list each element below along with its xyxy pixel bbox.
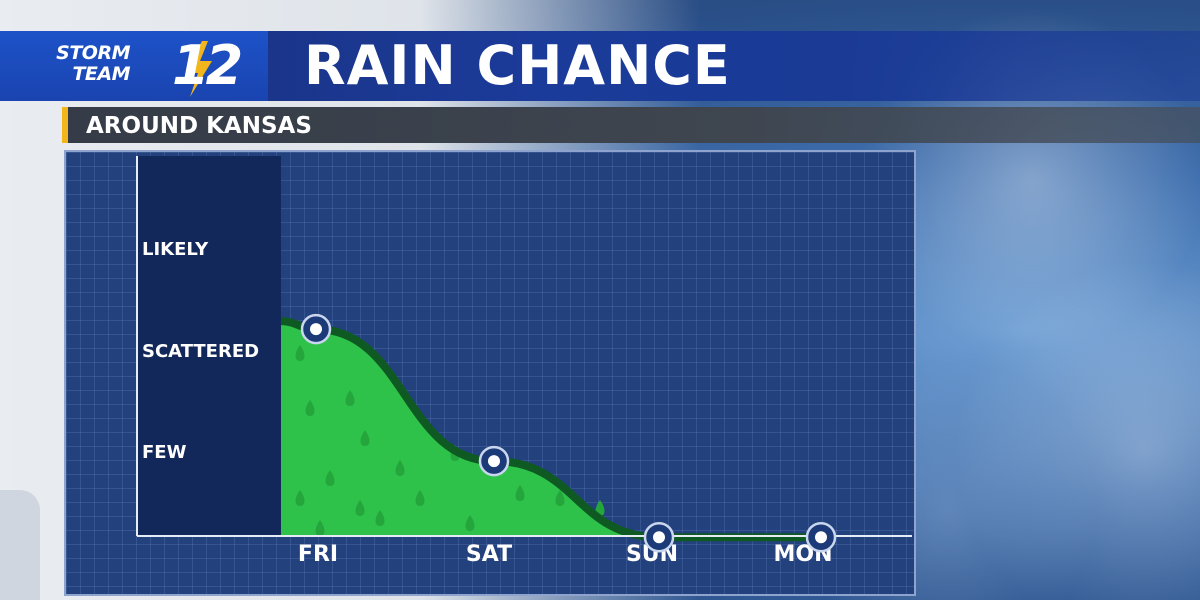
rain-chance-area [281, 321, 821, 538]
raindrop-icon [360, 430, 370, 446]
raindrop-icon [345, 390, 355, 406]
logo-text-team: TEAM [72, 63, 130, 85]
y-tick-few: FEW [142, 442, 187, 463]
logo-number: 12 [172, 34, 243, 97]
raindrop-icon [295, 490, 305, 506]
raindrop-icon [325, 470, 335, 486]
raindrop-icon [395, 460, 405, 476]
logo-text-storm: STORM [56, 42, 130, 64]
subtitle-accent [62, 107, 68, 143]
raindrop-icon [555, 490, 565, 506]
data-point-mon [805, 521, 837, 553]
x-tick-sat: SAT [465, 542, 513, 567]
raindrop-icon [355, 500, 365, 516]
raindrop-icon [465, 515, 475, 531]
subtitle: AROUND KANSAS [86, 113, 312, 139]
data-point-sun [643, 521, 675, 553]
lightning-bolt-icon [186, 41, 212, 97]
y-tick-likely: LIKELY [142, 239, 209, 260]
station-logo: STORM TEAM 12 [0, 31, 268, 101]
raindrop-icon [515, 485, 525, 501]
logo-text: STORM TEAM [20, 43, 130, 85]
y-axis-panel [138, 156, 281, 536]
raindrop-icon [305, 400, 315, 416]
y-tick-scattered: SCATTERED [142, 341, 260, 362]
raindrop-icon [295, 345, 305, 361]
raindrop-icon [415, 490, 425, 506]
raindrop-icon [375, 510, 385, 526]
background-shape [0, 490, 40, 600]
data-point-sat [478, 445, 510, 477]
raindrop-icon [595, 500, 605, 516]
x-tick-fri: FRI [297, 542, 339, 567]
subtitle-bar [62, 107, 1200, 143]
raindrop-icon [315, 520, 325, 536]
data-point-fri [300, 313, 332, 345]
page-title: RAIN CHANCE [304, 34, 731, 97]
